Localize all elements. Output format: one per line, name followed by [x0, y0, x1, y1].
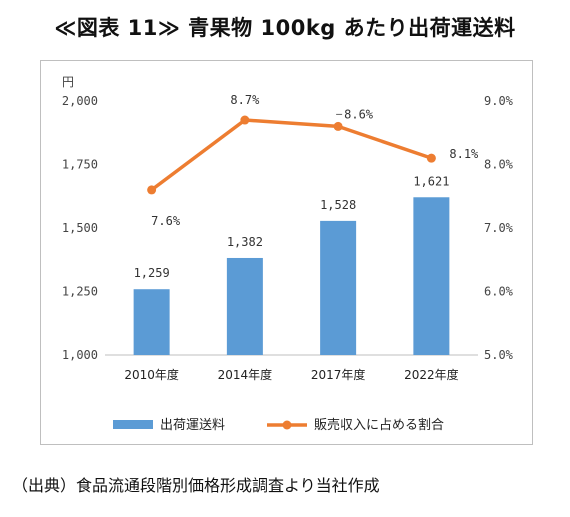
line-data-label: 8.1%	[449, 147, 479, 161]
x-tick-label: 2014年度	[218, 367, 273, 382]
line-point	[240, 115, 250, 125]
bar-data-label: 1,621	[413, 174, 449, 188]
line-data-label: 8.7%	[230, 93, 260, 107]
bar	[320, 220, 357, 355]
x-tick-label: 2010年度	[124, 367, 179, 382]
line-series	[150, 118, 432, 192]
line-data-label: 7.6%	[151, 214, 181, 228]
bar	[413, 197, 450, 355]
legend-line-marker	[282, 420, 292, 430]
bar-data-label: 1,382	[227, 235, 263, 249]
y-tick-label: 2,000	[62, 94, 98, 108]
bar-data-label: 1,259	[134, 266, 170, 280]
y-tick-label: 1,750	[62, 158, 98, 172]
legend-line-label: 販売収入に占める割合	[314, 417, 444, 433]
bar	[133, 289, 170, 355]
line-point	[426, 153, 436, 163]
x-tick-label: 2022年度	[404, 367, 459, 382]
y2-tick-label: 9.0%	[484, 94, 514, 108]
y-tick-label: 1,000	[62, 348, 98, 362]
source-note: （出典）食品流通段階別価格形成調査より当社作成	[12, 476, 380, 495]
y2-tick-label: 8.0%	[484, 158, 514, 172]
legend-bar-label: 出荷運送料	[160, 418, 225, 433]
chart-frame	[40, 60, 533, 445]
y-axis-unit: 円	[62, 75, 74, 89]
y-tick-label: 1,500	[62, 221, 98, 235]
y2-tick-label: 7.0%	[484, 221, 514, 235]
chart-title: ≪図表 11≫ 青果物 100kg あたり出荷運送料	[54, 16, 516, 40]
y2-tick-label: 6.0%	[484, 285, 514, 299]
y-tick-label: 1,250	[62, 285, 98, 299]
x-tick-label: 2017年度	[311, 367, 366, 382]
line-point	[147, 185, 157, 195]
line-data-label: 8.6%	[344, 107, 374, 121]
bar	[226, 257, 263, 355]
y2-tick-label: 5.0%	[484, 348, 514, 362]
line-point	[333, 121, 343, 131]
bar-data-label: 1,528	[320, 198, 356, 212]
legend-bar-swatch	[113, 420, 153, 429]
